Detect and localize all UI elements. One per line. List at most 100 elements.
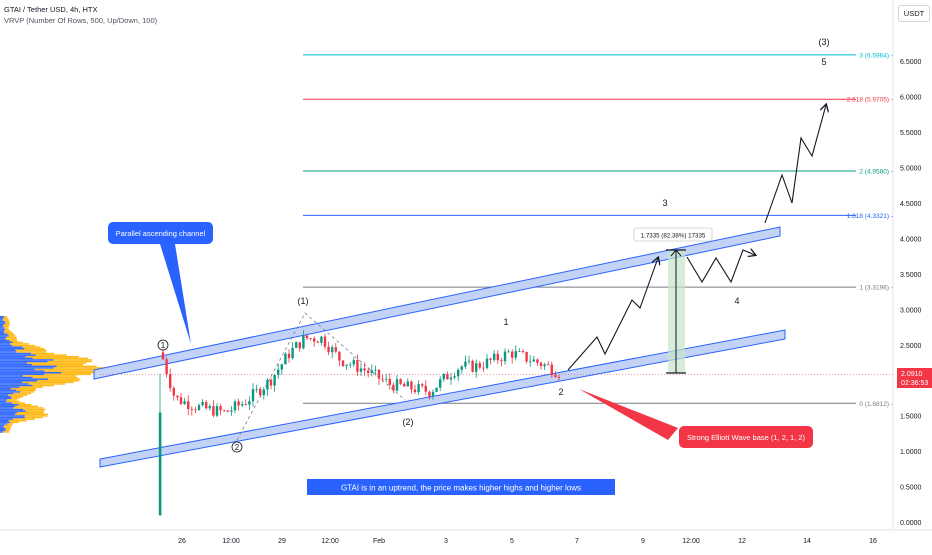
countdown: 02:36:53 — [901, 380, 928, 387]
vrvp-bar-down — [19, 386, 43, 388]
trend-callout[interactable]: GTAI is in an uptrend, the price makes h… — [307, 479, 615, 495]
vrvp-bar-down — [53, 359, 93, 361]
vrvp-bar-up — [0, 343, 11, 345]
vrvp-bar-up — [0, 356, 26, 358]
candle-body — [550, 364, 553, 376]
candle-body — [208, 406, 211, 409]
time-axis[interactable]: 26 12:00 29 12:00 Feb 3 5 7 9 12:00 12 14 16 — [178, 538, 877, 545]
candle-body — [331, 347, 334, 353]
time-tick-label: 9 — [641, 538, 645, 545]
candle-body — [345, 364, 348, 367]
candle-body — [489, 358, 492, 360]
vrvp-bar-up — [0, 327, 5, 329]
candle-body — [298, 342, 301, 349]
vrvp-bar-down — [16, 412, 44, 414]
vrvp-bar-up — [0, 341, 13, 344]
vrvp-bar-up — [0, 418, 13, 420]
price-axis[interactable]: 6.5000 6.0000 5.5000 5.0000 4.5000 4.0000 3.50… — [900, 59, 922, 527]
vrvp-bar-down — [22, 381, 74, 384]
price-tick-label: 6.5000 — [900, 59, 922, 66]
price-tick-label: 1.5000 — [900, 414, 922, 421]
vrvp-bar-down — [16, 389, 36, 392]
price-tick-label: 4.0000 — [900, 236, 922, 243]
time-tick-label: 5 — [510, 538, 514, 545]
candle-body — [442, 373, 445, 380]
indicator-title: VRVP (Number Of Rows, 500, Up/Down, 100) — [4, 16, 158, 25]
vrvp-bar-down — [4, 330, 11, 332]
price-tick-label: 6.0000 — [900, 95, 922, 102]
vrvp-bar-down — [61, 372, 104, 374]
channel-upper-band — [93, 226, 781, 380]
vrvp-bar-down — [6, 400, 20, 403]
currency-selector[interactable]: USDT — [898, 5, 930, 22]
candle-body — [269, 379, 273, 386]
wave-dashed-path — [236, 312, 406, 441]
candle-body — [529, 361, 532, 363]
candle-body — [403, 383, 406, 387]
candle-body — [421, 384, 424, 386]
candle-body — [259, 388, 262, 396]
candle-body — [219, 406, 222, 411]
vrvp-bar-down — [12, 341, 23, 344]
vrvp-bar-up — [0, 420, 9, 422]
vrvp-bar-down — [13, 392, 31, 395]
base-callout-text: Strong Elliott Wave base (1, 2, 1, 2) — [687, 433, 806, 442]
wave-label: (3) — [819, 37, 830, 47]
price-range-measure[interactable]: 1.7335 (82.38%) 17335 — [633, 227, 713, 374]
candle-body — [410, 381, 413, 390]
candle-body — [475, 363, 478, 372]
candle-body — [511, 351, 514, 358]
vrvp-bar-down — [5, 328, 10, 331]
candle-body — [251, 389, 255, 402]
wave-labels: 1 2 (1) (2) 1 2 3 4 5 (3) — [157, 37, 830, 453]
candle-body — [370, 370, 373, 373]
vrvp-bar-up — [0, 332, 5, 334]
projection-path-1 — [567, 258, 658, 371]
vrvp-bar-down — [10, 343, 29, 345]
time-tick-label: 12:00 — [222, 538, 240, 545]
vrvp-bar-down — [28, 383, 65, 385]
channel-callout[interactable]: Parallel ascending channel — [108, 222, 213, 344]
ascending-channel[interactable] — [93, 226, 786, 468]
vrvp-bar-up — [0, 317, 4, 320]
vrvp-bar-up — [0, 396, 11, 398]
candle-body — [237, 401, 240, 406]
candle-body — [233, 401, 237, 411]
candle-body — [428, 391, 431, 397]
vrvp-bar-up — [0, 348, 25, 350]
vrvp-bar-up — [0, 378, 49, 380]
wave-label: 5 — [821, 57, 826, 67]
candle-body — [302, 335, 305, 349]
vrvp-bar-up — [0, 325, 3, 328]
price-tick-label: 5.0000 — [900, 166, 922, 173]
fib-level-label: 1.618 (4.3321) - — [847, 213, 893, 220]
candle-body — [424, 385, 427, 392]
vrvp-bar-up — [0, 373, 45, 376]
candle-body — [457, 369, 460, 377]
vrvp-bar-up — [0, 328, 6, 331]
vrvp-bar-up — [0, 340, 10, 342]
fib-extension: 3 (6.5964) - 2.618 (5.9705) - 2 (4.9580) -… — [303, 52, 893, 408]
vrvp-bar-down — [8, 420, 27, 422]
candle-body — [496, 353, 499, 361]
candle-body — [439, 379, 442, 388]
price-tick-label: 3.0000 — [900, 307, 922, 314]
candle-body — [165, 359, 168, 375]
candle-body — [172, 388, 175, 396]
vrvp-bar-up — [0, 392, 14, 395]
vrvp-bar-down — [32, 384, 55, 387]
vrvp-bar-up — [0, 416, 25, 419]
vrvp-bar-down — [25, 356, 79, 358]
symbol-title: GTAI / Tether USD, 4h, HTX — [4, 5, 98, 14]
vrvp-bar-up — [0, 335, 9, 337]
candle-body — [316, 341, 319, 343]
vrvp-bar-down — [22, 346, 41, 348]
candle-body — [460, 366, 463, 370]
base-callout[interactable]: Strong Elliott Wave base (1, 2, 1, 2) — [579, 389, 813, 448]
vrvp-bar-up — [0, 320, 5, 323]
wave-label: 2 — [558, 387, 563, 397]
price-tick-label: 0.5000 — [900, 485, 922, 492]
candle-body — [244, 404, 247, 405]
